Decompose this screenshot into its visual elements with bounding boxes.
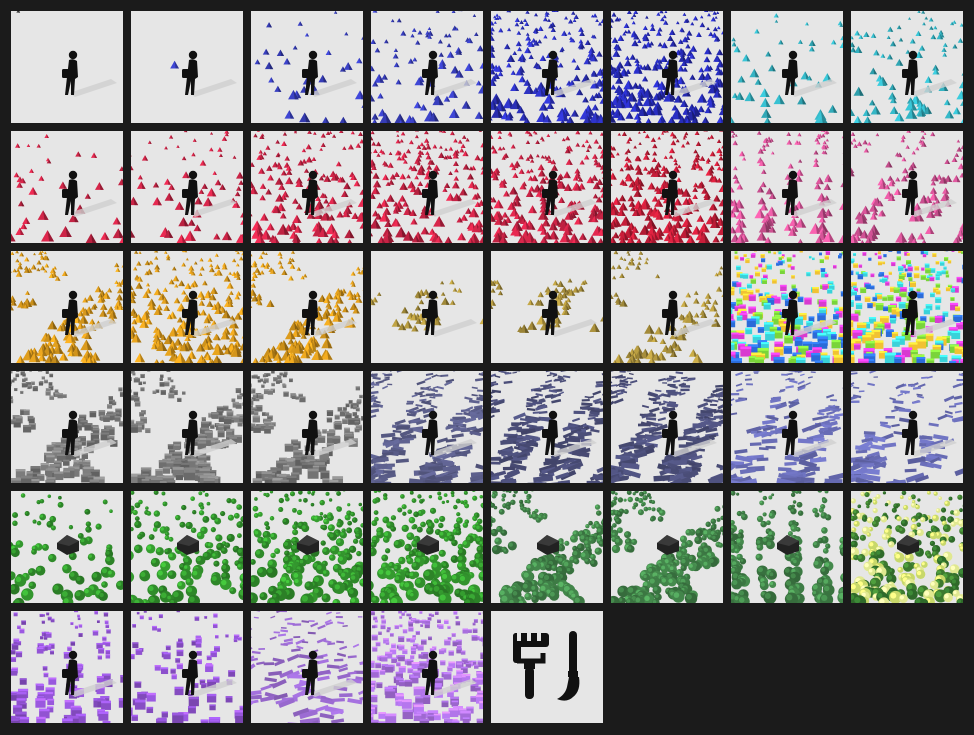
preset-thumbnail [491,131,603,243]
preset-thumbnail [371,371,483,483]
preset-thumbnail [131,491,243,603]
preset-thumbnail [251,131,363,243]
preset-thumbnail [16,11,117,97]
preset-thumbnail [251,371,363,483]
preset-tile-30[interactable] [611,371,723,483]
preset-thumbnail [131,611,243,723]
preset-tile-42[interactable] [131,611,243,723]
preset-thumbnail [731,251,843,363]
preset-tile-33[interactable] [11,491,123,603]
preset-tile-44[interactable] [371,611,483,723]
preset-tile-21[interactable] [491,251,603,363]
preset-thumbnail [371,611,483,723]
preset-thumbnail [491,371,603,483]
preset-tile-43[interactable] [251,611,363,723]
preset-thumbnail [731,491,843,603]
preset-thumbnail [731,131,843,243]
preset-tile-29[interactable] [491,371,603,483]
preset-tile-11[interactable] [251,131,363,243]
preset-tile-40[interactable] [851,491,963,603]
preset-thumbnail [611,371,723,483]
preset-thumbnail [254,11,363,123]
preset-tile-27[interactable] [251,371,363,483]
preset-tile-19[interactable] [251,251,363,363]
preset-thumbnail [251,611,363,723]
preset-tile-7[interactable] [731,11,843,123]
preset-thumbnail [11,134,123,243]
preset-tile-38[interactable] [611,491,723,603]
preset-thumbnail [11,493,123,603]
preset-thumbnail [11,611,123,723]
preset-tile-25[interactable] [11,371,123,483]
preset-thumbnail [371,279,483,337]
preset-thumbnail [251,251,363,363]
preset-thumbnail [731,13,843,123]
preset-thumbnail [611,491,723,603]
preset-tile-9[interactable] [11,131,123,243]
preset-tile-14[interactable] [611,131,723,243]
preset-thumbnail [170,50,237,97]
preset-tile-18[interactable] [131,251,243,363]
preset-tile-5[interactable] [491,11,603,123]
preset-thumbnail [851,491,963,603]
preset-tile-36[interactable] [371,491,483,603]
preset-tile-17[interactable] [11,251,123,363]
preset-tile-41[interactable] [11,611,123,723]
preset-tile-23[interactable] [731,251,843,363]
preset-tile-28[interactable] [371,371,483,483]
preset-thumbnail [131,251,243,363]
preset-thumbnail [371,11,483,123]
preset-tile-8[interactable] [851,11,963,123]
preset-thumbnail [491,11,603,123]
preset-thumbnail [491,491,603,603]
preset-thumbnail [491,278,603,337]
preset-tile-22[interactable] [611,251,723,363]
preset-thumbnail [11,371,123,483]
preset-tile-34[interactable] [131,491,243,603]
preset-tile-3[interactable] [251,11,363,123]
preset-tile-31[interactable] [731,371,843,483]
preset-thumbnail [731,371,843,483]
preset-thumbnail [131,131,243,243]
preset-tile-37[interactable] [491,491,603,603]
preset-tile-4[interactable] [371,11,483,123]
preset-tile-15[interactable] [731,131,843,243]
preset-thumbnail [851,131,963,243]
preset-thumbnail [11,251,123,363]
paint-roller-and-brush-icon [513,631,580,701]
preset-tile-12[interactable] [371,131,483,243]
preset-thumbnail [851,251,963,363]
preset-tile-13[interactable] [491,131,603,243]
preset-thumbnail [851,371,963,483]
preset-tile-2[interactable] [131,11,243,123]
preset-tile-6[interactable] [611,11,723,123]
preset-tile-39[interactable] [731,491,843,603]
preset-tile-10[interactable] [131,131,243,243]
preset-thumbnail [371,131,483,243]
preset-thumbnail [611,131,723,243]
preset-thumbnail [371,491,483,603]
preset-tile-16[interactable] [851,131,963,243]
preset-thumbnail [131,371,243,483]
preset-tile-26[interactable] [131,371,243,483]
preset-tile-1[interactable] [11,11,123,123]
preset-tile-32[interactable] [851,371,963,483]
preset-thumbnail [251,491,363,603]
paint-brush-tool[interactable] [491,611,603,723]
preset-thumbnail [611,11,723,123]
preset-thumbnail [851,11,963,123]
preset-tile-35[interactable] [251,491,363,603]
preset-tile-20[interactable] [371,251,483,363]
preset-tile-24[interactable] [851,251,963,363]
preset-thumbnail [611,251,723,363]
